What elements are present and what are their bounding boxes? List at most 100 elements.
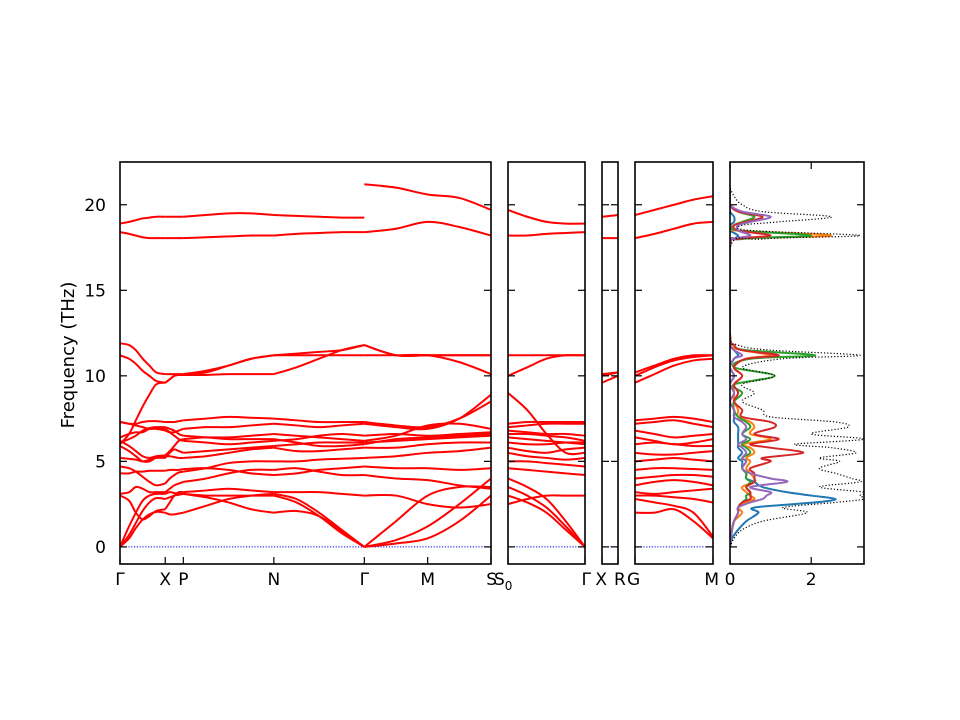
phonon-band-line	[364, 422, 492, 442]
phonon-band-line	[164, 491, 184, 495]
phonon-band-line	[507, 494, 585, 506]
phonon-band-line	[634, 220, 714, 240]
phonon-band-line	[507, 231, 586, 237]
phonon-band-line	[634, 436, 714, 446]
phonon-band-line	[507, 451, 586, 461]
phonon-band-line	[507, 477, 586, 548]
phonon-band-line	[165, 468, 184, 472]
phonon-band-line	[164, 490, 184, 510]
phonon-band-line	[183, 234, 274, 240]
phonon-band-line	[634, 450, 714, 456]
phonon-band-line	[165, 455, 184, 460]
x-tick-label: S	[486, 570, 497, 590]
phonon-band-line	[119, 492, 166, 548]
dos-x-tick-label: 2	[806, 570, 817, 590]
phonon-band-line	[164, 426, 184, 437]
phonon-band-line	[183, 446, 274, 459]
phonon-band-line	[364, 393, 492, 431]
phonon-band-line	[507, 422, 585, 429]
phonon-band-line	[364, 432, 492, 446]
phonon-band-line	[507, 432, 586, 442]
phonon-band-line	[634, 357, 714, 384]
axes-frame	[634, 161, 714, 565]
phonon-band-line	[634, 487, 714, 495]
phonon-band-line	[364, 493, 492, 509]
phonon-band-line	[183, 444, 274, 454]
phonon-band-line	[273, 491, 365, 497]
partial-dos-line-3	[730, 187, 817, 547]
x-tick-label: Γ	[360, 570, 370, 590]
phonon-band-line	[119, 215, 166, 225]
phonon-band-line	[273, 417, 365, 424]
phonon-band-line	[364, 220, 492, 237]
phonon-band-line	[164, 427, 184, 434]
band-panel-2	[507, 161, 586, 565]
phonon-band-line	[273, 467, 365, 477]
phonon-band-line	[183, 415, 274, 422]
axes-frame	[729, 161, 865, 565]
phonon-band-line	[183, 460, 274, 473]
phonon-band-line	[183, 354, 274, 376]
phonon-band-line	[119, 439, 166, 459]
phonon-band-line	[634, 479, 714, 487]
phonon-band-line	[507, 460, 586, 468]
phonon-band-line	[164, 511, 184, 516]
y-tick-label: 20	[84, 196, 106, 216]
x-tick-label: M	[704, 570, 719, 590]
phonon-band-line	[273, 432, 365, 442]
phonon-band-line	[364, 353, 492, 376]
phonon-band-line	[634, 467, 714, 471]
phonon-band-line	[183, 487, 274, 494]
phonon-band-line	[507, 420, 585, 425]
phonon-band-line	[364, 431, 492, 437]
total-dos-line	[730, 187, 864, 548]
phonon-band-line	[273, 422, 365, 429]
phonon-band-line	[164, 480, 184, 493]
x-tick-label: Γ	[582, 570, 592, 590]
y-tick-label: 15	[84, 281, 106, 301]
phonon-band-line	[273, 494, 365, 548]
phonon-band-line	[183, 468, 274, 483]
dos-curves	[730, 187, 864, 548]
phonon-band-line	[507, 446, 586, 454]
phonon-band-line	[119, 485, 166, 495]
phonon-band-line	[634, 507, 714, 540]
phonon-band-line	[634, 354, 714, 377]
phonon-band-line	[364, 441, 492, 449]
phonon-band-line	[273, 441, 365, 447]
phonon-band-line	[183, 467, 274, 477]
phonon-band-line	[273, 231, 365, 237]
phonon-band-line	[507, 392, 586, 456]
phonon-band-line	[183, 439, 274, 446]
phonon-band-line	[183, 373, 274, 377]
phonon-band-line	[601, 371, 619, 376]
phonon-band-line	[634, 473, 714, 480]
partial-dos-line-1	[730, 187, 837, 548]
x-tick-label: X	[159, 570, 171, 590]
phonon-band-line	[273, 344, 365, 357]
phonon-band-line	[273, 446, 365, 453]
phonon-band-line	[634, 195, 714, 216]
panels-layer	[119, 161, 865, 565]
phonon-band-line	[119, 494, 166, 521]
phonon-band-line	[507, 486, 586, 548]
phonon-band-line	[119, 465, 166, 487]
band-panel-3	[601, 161, 619, 565]
y-tick-label: 0	[95, 538, 106, 558]
phonon-band-line	[183, 492, 274, 497]
phonon-band-line	[119, 231, 166, 240]
phonon-band-line	[507, 208, 586, 225]
x-tick-label: P	[178, 570, 188, 590]
phonon-band-line	[634, 456, 714, 463]
phonon-band-line	[364, 446, 492, 459]
phonon-band-line	[119, 497, 166, 548]
phonon-band-line	[634, 498, 714, 538]
band-panel-1	[119, 161, 492, 565]
phonon-band-line	[183, 422, 274, 430]
phonon-band-line	[119, 420, 166, 425]
axes-frame	[119, 161, 492, 565]
phonon-band-line	[364, 474, 492, 490]
phonon-band-line	[364, 465, 492, 471]
